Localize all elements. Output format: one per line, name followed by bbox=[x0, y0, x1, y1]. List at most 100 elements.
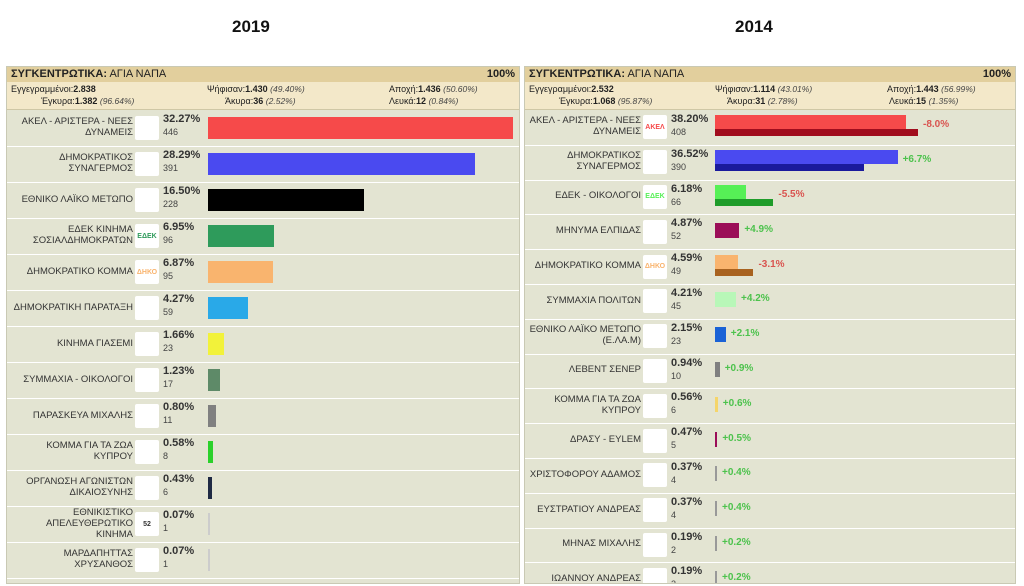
percent-label: 0.07% bbox=[163, 545, 195, 557]
party-name: ΜΗΝΥΜΑ ΕΛΠΙΔΑΣ bbox=[555, 225, 641, 237]
party-name: ΔΗΜΟΚΡΑΤΙΚΟ ΚΟΜΜΑ bbox=[26, 265, 133, 277]
vote-count: 10 bbox=[671, 370, 682, 381]
vote-count: 4 bbox=[671, 475, 677, 485]
registered-stat: Εγγεγραμμένοι:2.532 bbox=[529, 84, 614, 94]
party-row: ΚΟΜΜΑ ΓΙΑ ΤΑ ΖΩΑ ΚΥΠΡΟΥ 0.58% 8 bbox=[7, 434, 519, 471]
percent-label: 0.19% bbox=[671, 530, 703, 543]
party-name: ΚΟΜΜΑ ΓΙΑ ΤΑ ΖΩΑ ΚΥΠΡΟΥ bbox=[554, 393, 641, 416]
vote-bar bbox=[715, 361, 720, 377]
percent-label: 4.21% bbox=[671, 287, 703, 299]
percent-label: 38.20% bbox=[671, 113, 709, 125]
change-label: -8.0% bbox=[923, 119, 950, 131]
vote-bar bbox=[208, 513, 210, 535]
previous-vote-bar bbox=[715, 164, 865, 172]
vote-bar bbox=[208, 477, 213, 499]
invalid-stat: Άκυρα:31 (2.78%) bbox=[727, 96, 798, 106]
registered-stat: Εγγεγραμμένοι:2.838 bbox=[11, 84, 96, 94]
change-label: +0.5% bbox=[722, 432, 751, 444]
symmaxia-politon-logo bbox=[643, 289, 667, 314]
vote-bar bbox=[208, 405, 216, 427]
blank-stat: Λευκά:15 (1.35%) bbox=[889, 96, 959, 106]
party-name: ΚΙΝΗΜΑ ΓΙΑΣΕΜΙ bbox=[56, 337, 133, 349]
vote-bar bbox=[715, 431, 718, 447]
header-place: ΑΓΙΑ ΝΑΠΑ bbox=[109, 68, 167, 80]
voted-stat: Ψήφισαν:1.430 (49.40%) bbox=[207, 84, 305, 94]
vote-count: 5 bbox=[671, 440, 677, 451]
percent-label: 0.43% bbox=[163, 473, 195, 485]
party-row: ΣΥΜΜΑΧΙΑ ΠΟΛΙΤΩΝ 4.21% 45 +4.2% bbox=[525, 284, 1015, 320]
vote-count: 23 bbox=[671, 335, 682, 346]
party-row: ΔΡΑΣΥ - EYLEM 0.47% 5 +0.5% bbox=[525, 423, 1015, 459]
previous-vote-bar bbox=[715, 268, 754, 276]
percent-label: 4.59% bbox=[671, 252, 703, 265]
percent-counted: 100% bbox=[982, 68, 1011, 80]
animal-party-logo bbox=[643, 393, 667, 418]
vote-count: 391 bbox=[163, 163, 179, 173]
vote-bar bbox=[715, 396, 718, 412]
vote-bar bbox=[208, 225, 274, 247]
disy-logo bbox=[135, 152, 159, 176]
vote-bar bbox=[208, 153, 476, 175]
giasemi-logo bbox=[135, 332, 159, 356]
animal-party-logo bbox=[135, 440, 159, 464]
party-row: ΜΑΡΔΑΠΗΤΤΑΣ ΧΡΥΣΑΝΘΟΣ 0.07% 1 bbox=[7, 542, 519, 579]
abstain-stat: Αποχή:1.443 (56.99%) bbox=[887, 84, 976, 94]
vote-bar bbox=[208, 333, 224, 355]
change-label: +0.2% bbox=[722, 571, 751, 583]
party-name: ΕΘΝΙΚΟ ΛΑΪΚΟ ΜΕΤΩΠΟ bbox=[21, 193, 133, 205]
vote-bar bbox=[715, 501, 717, 517]
party-row: ΕΘΝΙΚΟ ΛΑΪΚΟ ΜΕΤΩΠΟ 16.50% 228 bbox=[7, 182, 519, 219]
party-row: ΕΔΕΚ - ΟΙΚΟΛΟΓΟΙ ΕΔΕΚ 6.18% 66 -5.5% bbox=[525, 180, 1015, 216]
party-row: ΕΘΝΙΚΟ ΛΑΪΚΟ ΜΕΤΩΠΟ (Ε.ΛΑ.Μ) 2.15% 23 +2.1% bbox=[525, 319, 1015, 355]
party-row: ΔΗΜΟΚΡΑΤΙΚΟΣ ΣΥΝΑΓΕΡΜΟΣ 28.29% 391 bbox=[7, 146, 519, 183]
party-name: ΕΘΝΙΚΟ ΛΑΪΚΟ ΜΕΤΩΠΟ (Ε.ΛΑ.Μ) bbox=[529, 324, 641, 347]
blank-logo bbox=[643, 498, 667, 523]
party-name: ΠΑΡΑΣΚΕΥΑ ΜΙΧΑΛΗΣ bbox=[32, 409, 133, 421]
panel-header: ΣΥΓΚΕΝΤΡΩΤΙΚΑ: ΑΓΙΑ ΝΑΠΑ 100% bbox=[525, 67, 1015, 82]
vote-bar bbox=[715, 327, 726, 343]
results-panel-2019: ΣΥΓΚΕΝΤΡΩΤΙΚΑ: ΑΓΙΑ ΝΑΠΑ 100% Εγγεγραμμέ… bbox=[6, 66, 520, 584]
vote-count: 1 bbox=[163, 523, 169, 533]
drasy-eylem-logo bbox=[643, 428, 667, 453]
party-name: ΟΡΓΑΝΩΣΗ ΑΓΩΝΙΣΤΩΝ ΔΙΚΑΙΟΣΥΝΗΣ bbox=[26, 476, 133, 498]
party-row: ΔΗΜΟΚΡΑΤΙΚΟΣ ΣΥΝΑΓΕΡΜΟΣ 36.52% 390 +6.7% bbox=[525, 145, 1015, 181]
diko-logo: ΔΗΚΟ bbox=[135, 260, 159, 284]
party-name: ΙΩΑΝΝΟΥ ΑΝΔΡΕΑΣ bbox=[551, 573, 641, 584]
percent-label: 0.37% bbox=[671, 495, 703, 508]
percent-label: 16.50% bbox=[163, 185, 201, 197]
abstain-stat: Αποχή:1.436 (50.60%) bbox=[389, 84, 478, 94]
party-name: ΣΥΜΜΑΧΙΑ - ΟΙΚΟΛΟΓΟΙ bbox=[23, 373, 133, 385]
vote-count: 45 bbox=[671, 301, 682, 311]
percent-label: 0.37% bbox=[671, 461, 703, 473]
party-row: ΟΡΓΑΝΩΣΗ ΑΓΩΝΙΣΤΩΝ ΔΙΚΑΙΟΣΥΝΗΣ 0.43% 6 bbox=[7, 470, 519, 507]
percent-label: 0.47% bbox=[671, 426, 703, 439]
vote-count: 96 bbox=[163, 235, 174, 245]
vote-bar bbox=[208, 261, 273, 283]
party-name: ΜΗΝΑΣ ΜΙΧΑΛΗΣ bbox=[562, 538, 641, 550]
party-name: ΧΡΙΣΤΟΦΟΡΟΥ ΑΔΑΜΟΣ bbox=[529, 468, 641, 480]
percent-label: 0.58% bbox=[163, 437, 195, 449]
vote-bar bbox=[715, 184, 746, 199]
percent-label: 2.15% bbox=[671, 321, 703, 334]
change-label: +6.7% bbox=[902, 154, 932, 166]
change-label: +0.6% bbox=[722, 397, 752, 409]
percent-label: 1.23% bbox=[163, 365, 195, 377]
party-name: ΔΗΜΟΚΡΑΤΙΚΟΣ ΣΥΝΑΓΕΡΜΟΣ bbox=[59, 152, 133, 174]
vote-count: 49 bbox=[671, 266, 682, 277]
vote-count: 95 bbox=[163, 271, 174, 281]
vote-count: 408 bbox=[671, 127, 687, 137]
blank-logo bbox=[643, 358, 667, 383]
party-row: ΔΗΜΟΚΡΑΤΙΚΟ ΚΟΜΜΑ ΔΗΚΟ 4.59% 49 -3.1% bbox=[525, 249, 1015, 285]
vote-count: 59 bbox=[163, 307, 174, 317]
percent-label: 4.87% bbox=[671, 217, 703, 230]
header-prefix: ΣΥΓΚΕΝΤΡΩΤΙΚΑ: bbox=[529, 68, 625, 80]
party-row: ΛΕΒΕΝΤ ΣΕΝΕΡ 0.94% 10 +0.9% bbox=[525, 354, 1015, 390]
disy-logo bbox=[643, 150, 667, 175]
voted-stat: Ψήφισαν:1.114 (43.01%) bbox=[715, 84, 813, 94]
previous-vote-bar bbox=[715, 129, 918, 137]
party-name: ΕΔΕΚ ΚΙΝΗΜΑ ΣΟΣΙΑΛΔΗΜΟΚΡΑΤΩΝ bbox=[32, 224, 133, 246]
vote-bar bbox=[208, 549, 210, 571]
vote-bar bbox=[715, 115, 906, 130]
elam-logo bbox=[135, 188, 159, 212]
party-row: ΚΙΝΗΜΑ ΓΙΑΣΕΜΙ 1.66% 23 bbox=[7, 326, 519, 363]
